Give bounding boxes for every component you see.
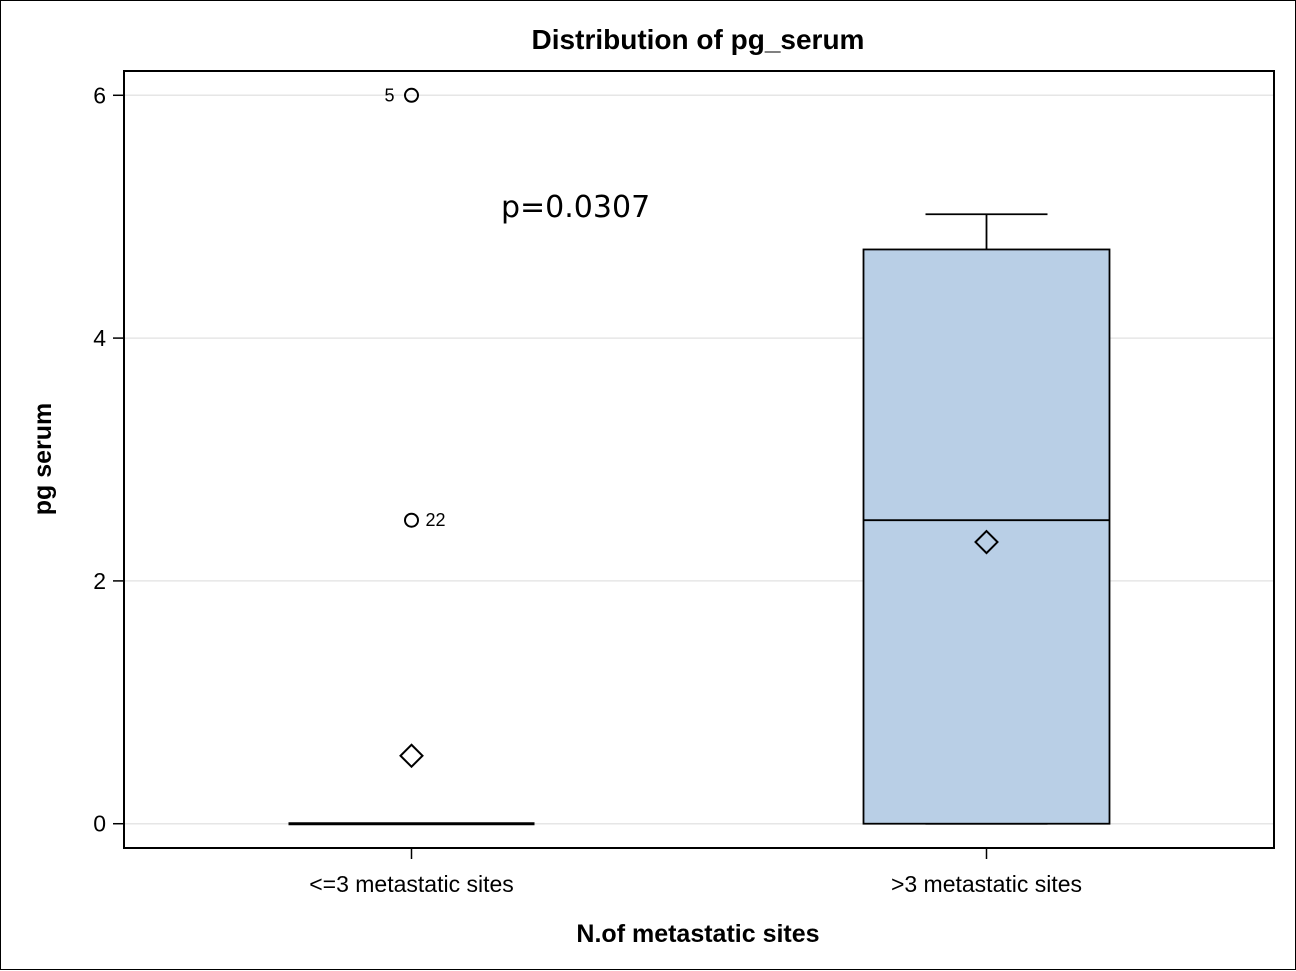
axis-ticks: 0 2 4 6 <=3 metastatic sites >3 metastatic si… bbox=[93, 82, 1082, 897]
chart-title: Distribution of pg_serum bbox=[532, 24, 865, 55]
x-axis-label: N.of metastatic sites bbox=[576, 920, 819, 948]
outlier-label: 5 bbox=[384, 85, 394, 105]
outlier-point bbox=[404, 87, 419, 103]
mean-marker bbox=[974, 529, 999, 555]
outlier-label: 22 bbox=[426, 510, 446, 530]
x-tick-label: <=3 metastatic sites bbox=[309, 871, 514, 897]
y-tick-label: 0 bbox=[93, 811, 106, 837]
y-axis-label: pg serum bbox=[29, 403, 57, 516]
box-iqr bbox=[862, 248, 1111, 825]
p-value-annotation: p=0.0307 bbox=[501, 190, 650, 225]
plot-area-border bbox=[123, 70, 1275, 849]
outlier-point bbox=[404, 512, 419, 528]
x-tick-label: >3 metastatic sites bbox=[891, 871, 1082, 897]
y-tick-label: 2 bbox=[93, 568, 106, 594]
y-tick-label: 4 bbox=[93, 325, 106, 351]
boxes: 5 22 bbox=[288, 85, 1111, 826]
mean-marker bbox=[399, 743, 424, 769]
y-tick-label: 6 bbox=[93, 82, 106, 108]
